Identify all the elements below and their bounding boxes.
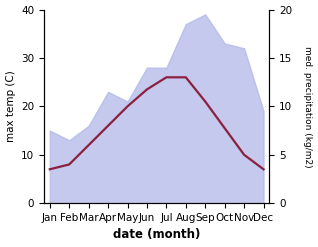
Y-axis label: med. precipitation (kg/m2): med. precipitation (kg/m2) <box>303 45 313 167</box>
Y-axis label: max temp (C): max temp (C) <box>5 70 16 142</box>
X-axis label: date (month): date (month) <box>113 228 200 242</box>
